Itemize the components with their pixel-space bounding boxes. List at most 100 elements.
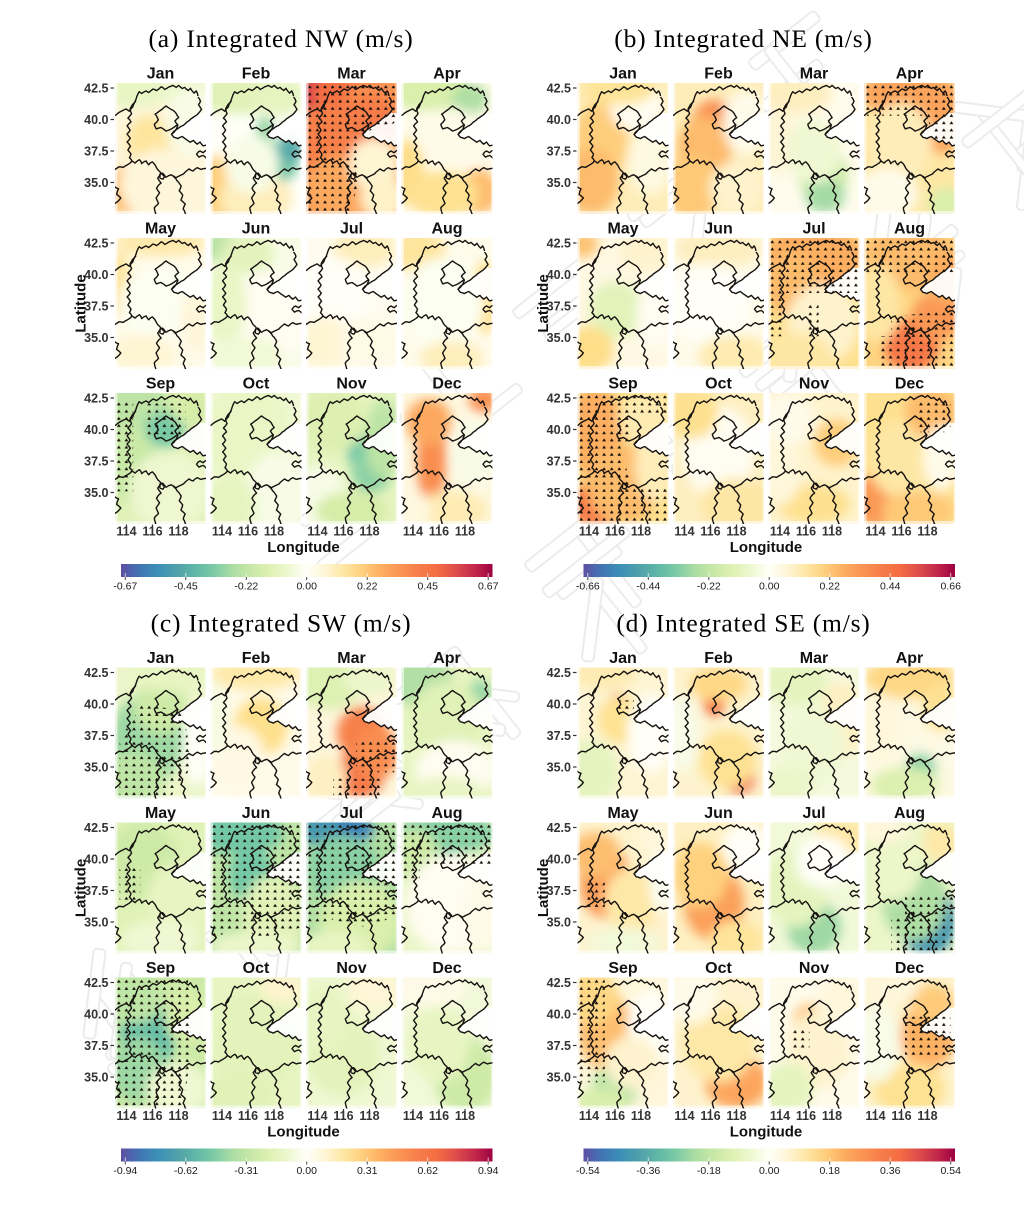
svg-text:Dec: Dec xyxy=(432,376,461,393)
svg-text:Longitude: Longitude xyxy=(730,539,802,556)
svg-text:114: 114 xyxy=(307,1109,327,1123)
svg-text:114: 114 xyxy=(307,525,327,539)
svg-text:Jan: Jan xyxy=(609,650,637,667)
svg-text:Aug: Aug xyxy=(894,805,925,822)
svg-text:118: 118 xyxy=(631,525,651,539)
svg-text:42.5: 42.5 xyxy=(84,821,108,835)
svg-text:118: 118 xyxy=(726,1109,746,1123)
svg-text:Aug: Aug xyxy=(431,805,462,822)
svg-text:Oct: Oct xyxy=(705,960,732,977)
svg-text:0.45: 0.45 xyxy=(417,581,438,593)
svg-text:(d) Integrated SE (m/s): (d) Integrated SE (m/s) xyxy=(616,609,870,638)
svg-text:40.0: 40.0 xyxy=(547,1007,571,1021)
svg-text:Oct: Oct xyxy=(243,376,270,393)
svg-text:Jul: Jul xyxy=(340,805,363,822)
svg-text:118: 118 xyxy=(264,525,284,539)
svg-text:42.5: 42.5 xyxy=(547,81,571,95)
svg-text:35.0: 35.0 xyxy=(84,176,108,190)
svg-text:35.0: 35.0 xyxy=(84,1070,108,1084)
svg-text:0.94: 0.94 xyxy=(478,1165,499,1177)
svg-text:42.5: 42.5 xyxy=(84,81,108,95)
svg-text:Mar: Mar xyxy=(337,66,365,83)
svg-text:Sep: Sep xyxy=(146,960,176,977)
svg-text:0.00: 0.00 xyxy=(296,1165,317,1177)
svg-text:Nov: Nov xyxy=(336,960,366,977)
svg-text:Aug: Aug xyxy=(894,221,925,238)
svg-text:118: 118 xyxy=(917,525,937,539)
svg-text:Sep: Sep xyxy=(608,960,638,977)
svg-text:118: 118 xyxy=(822,525,842,539)
svg-text:118: 118 xyxy=(917,1109,937,1123)
svg-text:35.0: 35.0 xyxy=(547,760,571,774)
svg-text:Apr: Apr xyxy=(433,66,461,83)
svg-text:Latitude: Latitude xyxy=(73,274,90,332)
svg-text:-0.66: -0.66 xyxy=(576,581,600,593)
svg-text:40.0: 40.0 xyxy=(84,423,108,437)
svg-text:116: 116 xyxy=(796,1109,816,1123)
svg-text:Jun: Jun xyxy=(704,221,732,238)
svg-text:0.62: 0.62 xyxy=(417,1165,438,1177)
svg-text:114: 114 xyxy=(865,1109,885,1123)
svg-text:114: 114 xyxy=(674,1109,694,1123)
svg-text:0.22: 0.22 xyxy=(819,581,840,593)
svg-text:40.0: 40.0 xyxy=(84,697,108,711)
svg-text:37.5: 37.5 xyxy=(547,454,571,468)
svg-text:42.5: 42.5 xyxy=(547,821,571,835)
svg-text:116: 116 xyxy=(429,525,449,539)
svg-text:40.0: 40.0 xyxy=(547,852,571,866)
svg-text:114: 114 xyxy=(770,525,790,539)
svg-text:35.0: 35.0 xyxy=(547,176,571,190)
svg-text:0.67: 0.67 xyxy=(478,581,499,593)
svg-text:0.18: 0.18 xyxy=(819,1165,840,1177)
svg-text:118: 118 xyxy=(631,1109,651,1123)
svg-text:116: 116 xyxy=(700,525,720,539)
svg-text:116: 116 xyxy=(333,525,353,539)
svg-text:35.0: 35.0 xyxy=(547,1070,571,1084)
svg-text:118: 118 xyxy=(822,1109,842,1123)
svg-text:35.0: 35.0 xyxy=(84,760,108,774)
svg-text:Jul: Jul xyxy=(802,221,825,238)
svg-text:114: 114 xyxy=(674,525,694,539)
svg-text:114: 114 xyxy=(116,525,136,539)
svg-text:Sep: Sep xyxy=(608,376,638,393)
svg-text:-0.62: -0.62 xyxy=(174,1165,198,1177)
svg-text:Feb: Feb xyxy=(704,650,733,667)
svg-text:-0.67: -0.67 xyxy=(113,581,137,593)
svg-text:42.5: 42.5 xyxy=(547,976,571,990)
svg-text:-0.44: -0.44 xyxy=(636,581,660,593)
svg-text:118: 118 xyxy=(168,525,188,539)
svg-text:118: 118 xyxy=(359,525,379,539)
svg-text:Mar: Mar xyxy=(800,650,828,667)
svg-text:35.0: 35.0 xyxy=(547,331,571,345)
svg-text:114: 114 xyxy=(403,1109,423,1123)
svg-text:114: 114 xyxy=(770,1109,790,1123)
svg-text:-0.22: -0.22 xyxy=(697,581,721,593)
svg-text:Nov: Nov xyxy=(336,376,366,393)
svg-text:116: 116 xyxy=(700,1109,720,1123)
svg-text:May: May xyxy=(607,221,638,238)
svg-text:116: 116 xyxy=(238,525,258,539)
svg-text:Latitude: Latitude xyxy=(535,859,552,917)
svg-text:0.00: 0.00 xyxy=(759,581,780,593)
svg-text:Jun: Jun xyxy=(242,805,270,822)
svg-text:37.5: 37.5 xyxy=(84,299,108,313)
svg-text:37.5: 37.5 xyxy=(84,144,108,158)
svg-text:114: 114 xyxy=(212,525,232,539)
svg-text:42.5: 42.5 xyxy=(84,666,108,680)
svg-text:(a) Integrated NW (m/s): (a) Integrated NW (m/s) xyxy=(148,24,413,53)
svg-text:35.0: 35.0 xyxy=(547,486,571,500)
svg-text:Aug: Aug xyxy=(431,221,462,238)
svg-text:37.5: 37.5 xyxy=(84,454,108,468)
svg-text:37.5: 37.5 xyxy=(84,884,108,898)
svg-text:37.5: 37.5 xyxy=(84,1039,108,1053)
svg-text:Feb: Feb xyxy=(242,650,271,667)
svg-text:42.5: 42.5 xyxy=(547,391,571,405)
svg-text:40.0: 40.0 xyxy=(84,268,108,282)
svg-text:0.54: 0.54 xyxy=(940,1165,961,1177)
svg-text:0.36: 0.36 xyxy=(880,1165,901,1177)
svg-text:Apr: Apr xyxy=(896,66,924,83)
svg-text:37.5: 37.5 xyxy=(547,1039,571,1053)
svg-text:118: 118 xyxy=(726,525,746,539)
svg-text:Jun: Jun xyxy=(242,221,270,238)
svg-text:116: 116 xyxy=(142,525,162,539)
